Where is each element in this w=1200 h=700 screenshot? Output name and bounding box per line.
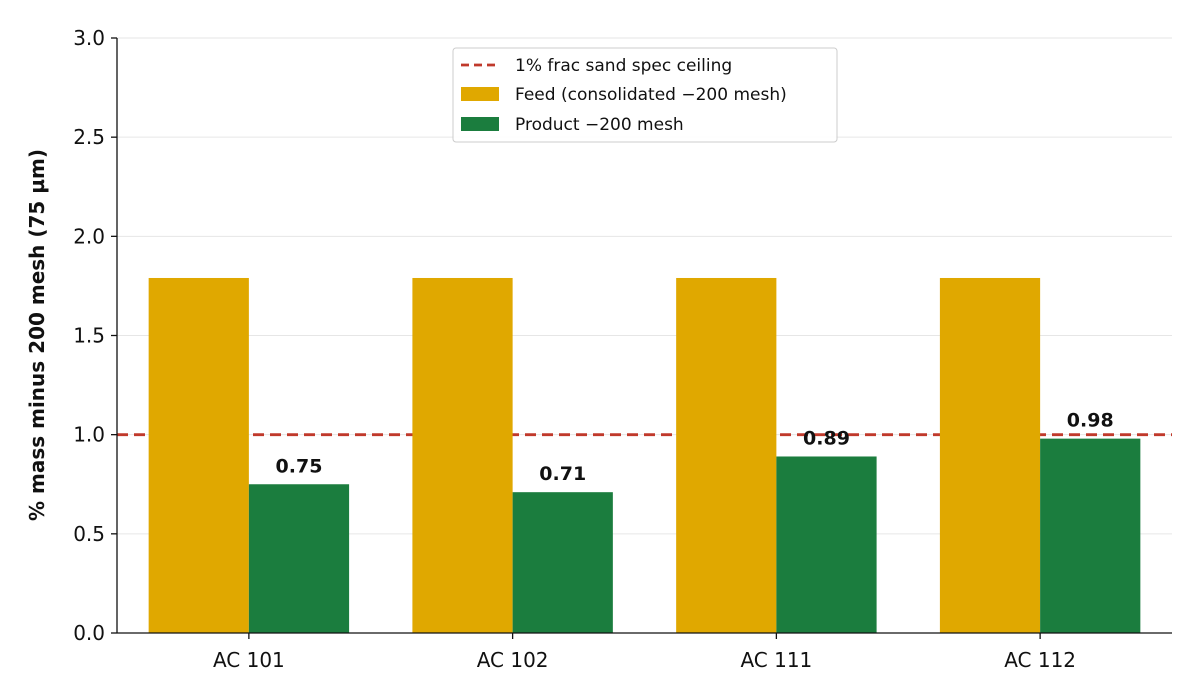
- legend-swatch-feed: [461, 87, 499, 101]
- x-tick-label: AC 102: [477, 648, 549, 672]
- data-label: 0.75: [276, 455, 323, 477]
- bar-product: [776, 456, 877, 633]
- legend-swatch-product: [461, 117, 499, 131]
- y-axis-label: % mass minus 200 mesh (75 µm): [25, 149, 49, 521]
- legend-label-spec-ceiling: 1% frac sand spec ceiling: [515, 56, 732, 76]
- legend: 1% frac sand spec ceiling Feed (consolida…: [452, 47, 838, 143]
- y-tick-label: 0.0: [73, 621, 105, 645]
- x-tick-label: AC 112: [1004, 648, 1076, 672]
- bars: [148, 277, 1141, 633]
- data-label: 0.71: [539, 463, 586, 485]
- y-tick-label: 0.5: [73, 522, 105, 546]
- bar-feed: [148, 277, 249, 633]
- data-labels: 0.75 0.71 0.89 0.98: [276, 410, 1114, 486]
- y-tick-label: 1.5: [73, 324, 105, 348]
- bar-feed: [676, 277, 777, 633]
- x-tick-label: AC 101: [213, 648, 285, 672]
- bar-product: [1040, 438, 1141, 633]
- y-tick-label: 2.5: [73, 125, 105, 149]
- y-tick-label: 1.0: [73, 423, 105, 447]
- bar-feed: [412, 277, 513, 633]
- bar-feed: [939, 277, 1041, 633]
- bar-product: [512, 492, 613, 633]
- y-tick-label: 3.0: [73, 26, 105, 50]
- legend-box: [452, 47, 838, 143]
- legend-label-feed: Feed (consolidated −200 mesh): [515, 85, 787, 105]
- bar-product: [248, 484, 350, 633]
- x-tick-label: AC 111: [740, 648, 812, 672]
- y-tick-label: 2.0: [73, 224, 105, 248]
- axes: 0.0 0.5 1.0 1.5 2.0 2.5 3.0 AC 101 AC 102 AC 111 A…: [73, 26, 1172, 672]
- data-label: 0.98: [1067, 410, 1114, 432]
- legend-label-product: Product −200 mesh: [515, 115, 684, 135]
- data-label: 0.89: [803, 427, 850, 449]
